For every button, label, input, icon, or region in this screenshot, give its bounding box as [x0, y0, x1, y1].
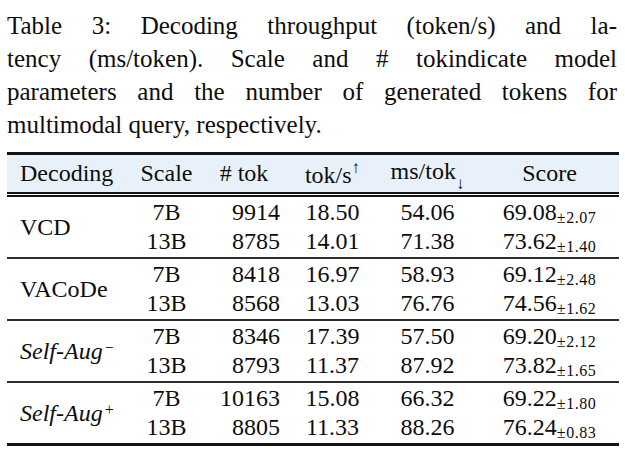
score-cell: 73.62±1.40: [480, 227, 619, 256]
method-base: Self-Aug: [20, 338, 103, 365]
score-error: ±2.12: [557, 333, 596, 350]
toks-cell: 17.39: [290, 322, 375, 351]
ntok-cell: 8346: [198, 322, 290, 351]
scale-cell: 7B: [135, 260, 198, 289]
score-cell: 74.56±1.62: [480, 289, 619, 318]
score-error: ±1.62: [557, 300, 596, 317]
mstok-cell: 87.92: [375, 351, 480, 380]
score-mean: 74.56: [503, 290, 557, 316]
toks-cell: 16.97: [290, 260, 375, 289]
score-cell: 76.24±0.83: [480, 413, 619, 442]
table-header-row: Decoding Scale # tok tok/s↑ ms/tok↓ Scor…: [7, 155, 619, 192]
mstok-cell: 66.32: [375, 384, 480, 413]
caption-line: tency (ms/token). Scale and # tokindicat…: [7, 42, 617, 75]
score-cell: 69.12±2.48: [480, 260, 619, 289]
method-name: VACoDe: [7, 260, 135, 318]
col-header-ntok: # tok: [198, 160, 290, 187]
ntok-cell: 9914: [198, 198, 290, 227]
toks-cell: 11.37: [290, 351, 375, 380]
method-superscript: −: [103, 339, 115, 357]
score-error: ±2.48: [557, 271, 596, 288]
toks-cell: 14.01: [290, 227, 375, 256]
method-base: Self-Aug: [20, 400, 103, 427]
scale-cell: 7B: [135, 384, 198, 413]
col-header-decoding: Decoding: [7, 160, 135, 187]
toks-cell: 11.33: [290, 413, 375, 442]
scale-cell: 13B: [135, 227, 198, 256]
ntok-cell: 8785: [198, 227, 290, 256]
caption-line: multimodal query, respectively.: [7, 108, 617, 141]
mstok-cell: 71.38: [375, 227, 480, 256]
score-mean: 69.12: [503, 261, 557, 287]
col-header-mstok: ms/tok↓: [375, 158, 480, 190]
scale-cell: 7B: [135, 198, 198, 227]
toks-cell: 18.50: [290, 198, 375, 227]
mstok-cell: 88.26: [375, 413, 480, 442]
mstok-cell: 76.76: [375, 289, 480, 318]
method-superscript: +: [103, 401, 115, 419]
scale-cell: 13B: [135, 351, 198, 380]
table-group-vcd: VCD 7B 9914 18.50 54.06 69.08±2.07 13B 8…: [7, 197, 619, 257]
mstok-cell: 58.93: [375, 260, 480, 289]
method-name: Self-Aug−: [7, 322, 135, 380]
score-mean: 76.24: [503, 414, 557, 440]
score-error: ±1.40: [557, 238, 596, 255]
results-table: Decoding Scale # tok tok/s↑ ms/tok↓ Scor…: [7, 152, 619, 446]
mstok-cell: 57.50: [375, 322, 480, 351]
paper-page: Table 3: Decoding throughput (token/s) a…: [0, 0, 625, 451]
down-arrow-icon: ↓: [456, 174, 465, 193]
mstok-cell: 54.06: [375, 198, 480, 227]
score-cell: 69.22±1.80: [480, 384, 619, 413]
score-mean: 73.82: [503, 352, 557, 378]
col-header-scale: Scale: [135, 160, 198, 187]
caption-line: parameters and the number of generated t…: [7, 75, 617, 108]
ntok-cell: 8793: [198, 351, 290, 380]
table-caption: Table 3: Decoding throughput (token/s) a…: [7, 9, 617, 141]
score-error: ±1.65: [557, 362, 596, 379]
toks-cell: 13.03: [290, 289, 375, 318]
score-cell: 73.82±1.65: [480, 351, 619, 380]
caption-line: Table 3: Decoding throughput (token/s) a…: [7, 9, 617, 42]
up-arrow-icon: ↑: [352, 158, 361, 177]
score-mean: 69.22: [503, 385, 557, 411]
scale-cell: 13B: [135, 413, 198, 442]
col-header-score: Score: [480, 160, 619, 187]
method-name: VCD: [7, 198, 135, 256]
method-name: Self-Aug+: [7, 384, 135, 442]
score-mean: 73.62: [503, 228, 557, 254]
col-header-toks: tok/s↑: [290, 159, 375, 189]
score-error: ±1.80: [557, 395, 596, 412]
score-cell: 69.20±2.12: [480, 322, 619, 351]
table-bottom-rule: [7, 443, 619, 446]
scale-cell: 7B: [135, 322, 198, 351]
ntok-cell: 8418: [198, 260, 290, 289]
table-group-self-aug-minus: Self-Aug− 7B 8346 17.39 57.50 69.20±2.12…: [7, 321, 619, 381]
table-group-self-aug-plus: Self-Aug+ 7B 10163 15.08 66.32 69.22±1.8…: [7, 383, 619, 443]
score-error: ±2.07: [557, 209, 596, 226]
score-mean: 69.20: [503, 323, 557, 349]
ntok-cell: 10163: [198, 384, 290, 413]
method-base: VCD: [20, 214, 71, 241]
col-header-mstok-label: ms/tok: [391, 158, 456, 184]
ntok-cell: 8805: [198, 413, 290, 442]
table-group-vacode: VACoDe 7B 8418 16.97 58.93 69.12±2.48 13…: [7, 259, 619, 319]
scale-cell: 13B: [135, 289, 198, 318]
method-base: VACoDe: [20, 276, 108, 303]
score-cell: 69.08±2.07: [480, 198, 619, 227]
toks-cell: 15.08: [290, 384, 375, 413]
score-mean: 69.08: [503, 199, 557, 225]
col-header-toks-label: tok/s: [305, 162, 352, 188]
ntok-cell: 8568: [198, 289, 290, 318]
score-error: ±0.83: [557, 424, 596, 441]
